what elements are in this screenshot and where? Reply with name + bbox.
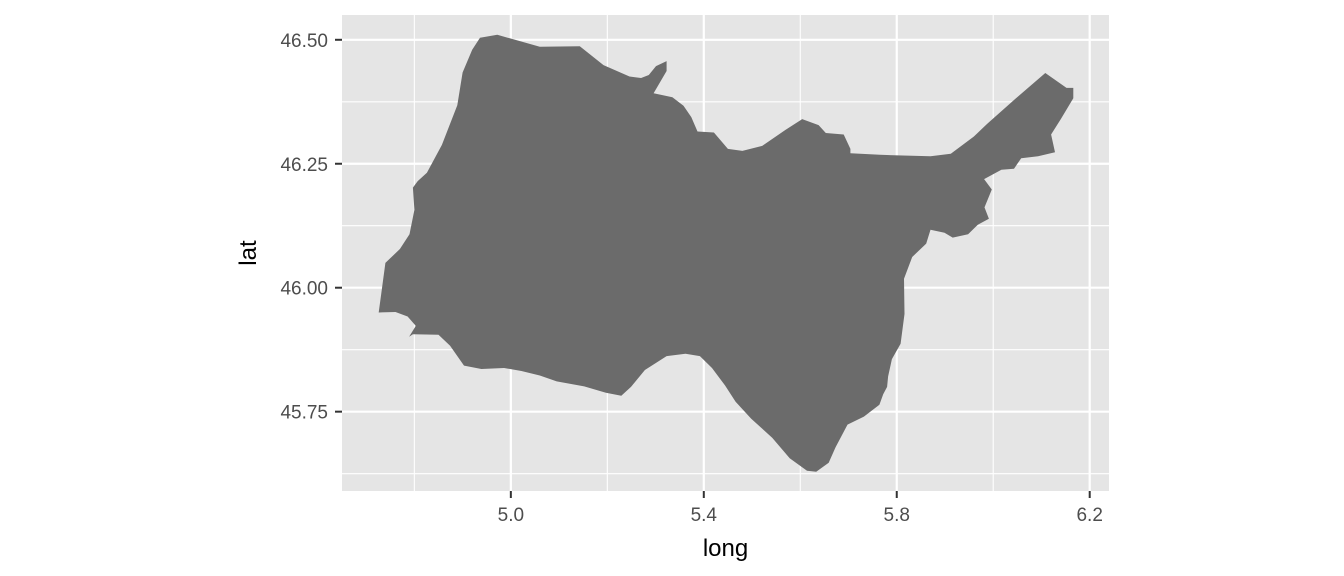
region-polygon <box>378 34 1074 472</box>
y-axis-title: lat <box>235 240 262 266</box>
y-axis: 45.75 46.00 46.25 46.50 <box>280 31 342 424</box>
x-axis-title: long <box>703 535 748 562</box>
y-tick-label: 46.25 <box>280 155 328 176</box>
y-tick-label: 46.00 <box>280 279 328 300</box>
y-tick-label: 45.75 <box>280 403 328 424</box>
x-tick-label: 5.8 <box>884 505 910 526</box>
y-tick-label: 46.50 <box>280 31 328 52</box>
x-tick-label: 6.2 <box>1076 505 1102 526</box>
x-tick-label: 5.0 <box>498 505 524 526</box>
x-axis: 5.0 5.4 5.8 6.2 <box>498 491 1103 526</box>
x-tick-label: 5.4 <box>691 505 718 526</box>
